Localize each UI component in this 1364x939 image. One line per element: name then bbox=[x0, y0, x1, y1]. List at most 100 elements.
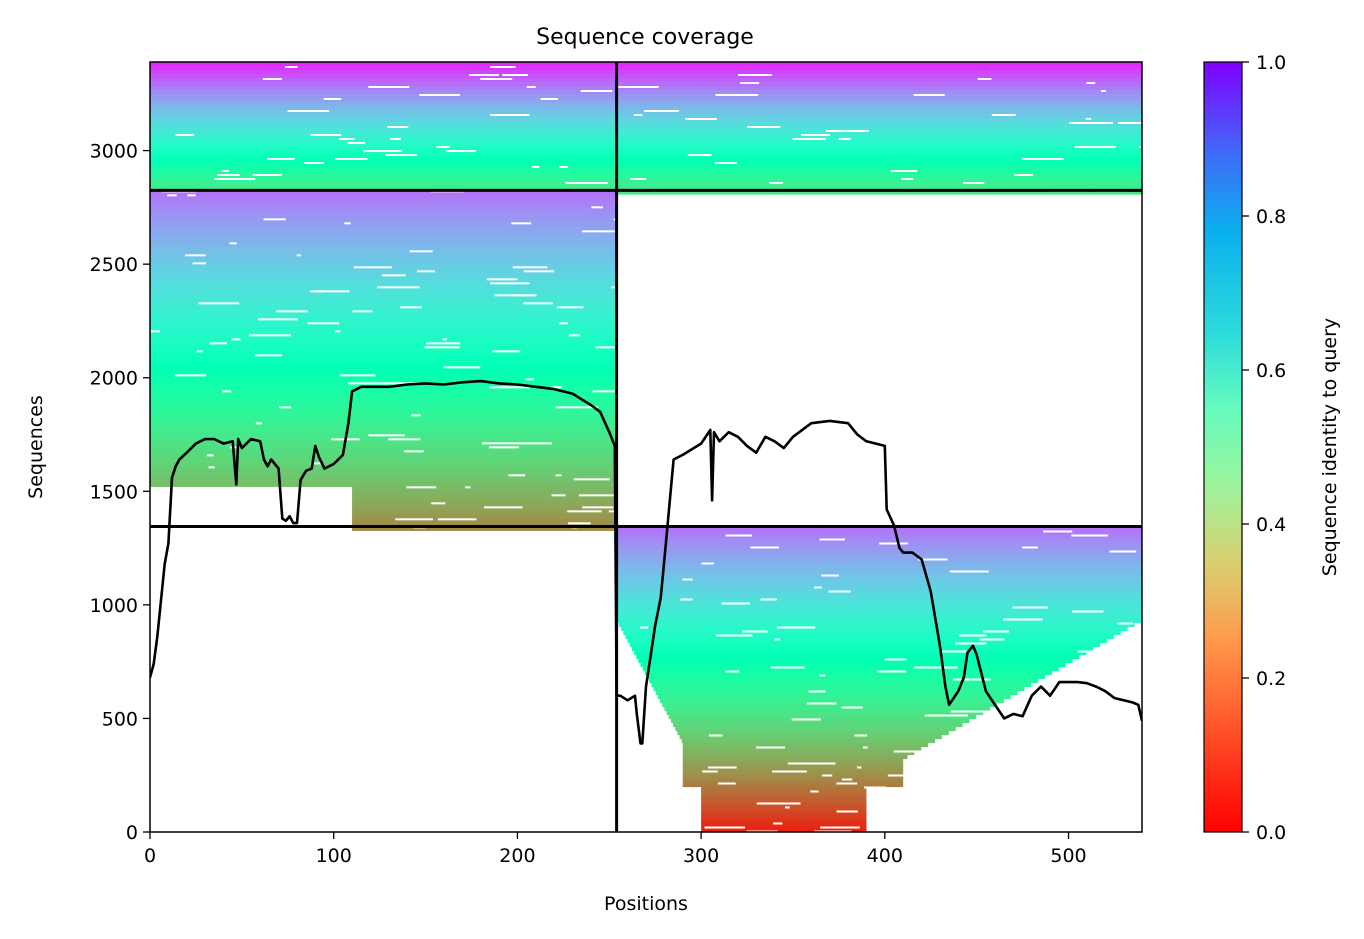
msa-row bbox=[616, 526, 1142, 532]
msa-gap bbox=[1101, 90, 1106, 92]
msa-gap bbox=[254, 354, 283, 357]
msa-row bbox=[682, 762, 904, 768]
msa-gap bbox=[368, 434, 405, 437]
msa-gap bbox=[801, 134, 831, 136]
y-tick-label: 2000 bbox=[90, 368, 138, 390]
msa-row bbox=[150, 414, 617, 419]
msa-row bbox=[616, 606, 1142, 612]
msa-row bbox=[150, 430, 617, 435]
y-tick-label: 500 bbox=[102, 708, 138, 730]
msa-row bbox=[150, 98, 617, 103]
msa-gap bbox=[941, 650, 969, 653]
msa-gap bbox=[633, 114, 643, 116]
msa-gap bbox=[532, 166, 540, 168]
msa-gap bbox=[267, 158, 295, 160]
msa-gap bbox=[1138, 146, 1142, 148]
msa-row bbox=[150, 286, 617, 291]
msa-gap bbox=[979, 638, 1005, 641]
msa-gap bbox=[196, 350, 203, 353]
msa-gap bbox=[592, 390, 635, 393]
msa-gap bbox=[387, 126, 409, 128]
msa-row bbox=[701, 830, 867, 832]
msa-gap bbox=[483, 506, 523, 509]
msa-gap bbox=[388, 438, 421, 441]
msa-gap bbox=[437, 518, 477, 521]
msa-row bbox=[150, 178, 617, 183]
colorbar-ticks: 0.0 0.2 0.4 0.6 0.8 1.0 bbox=[1242, 52, 1286, 844]
msa-gap bbox=[352, 310, 373, 313]
msa-row bbox=[682, 770, 904, 776]
msa-row bbox=[660, 698, 1004, 704]
msa-row bbox=[150, 446, 617, 451]
msa-row bbox=[150, 230, 617, 235]
msa-row bbox=[625, 634, 1114, 640]
msa-row bbox=[701, 810, 867, 816]
msa-gap bbox=[436, 146, 450, 148]
msa-gap bbox=[252, 174, 282, 176]
msa-gap bbox=[814, 586, 822, 589]
msa-row bbox=[150, 206, 617, 211]
msa-gap bbox=[952, 678, 991, 681]
msa-row bbox=[682, 758, 904, 764]
msa-row bbox=[150, 70, 617, 75]
msa-row bbox=[627, 638, 1108, 644]
msa-gap bbox=[774, 638, 780, 641]
msa-row bbox=[616, 142, 1142, 147]
msa-gap bbox=[214, 178, 256, 180]
msa-row bbox=[150, 318, 617, 323]
coverage-line bbox=[150, 379, 1142, 745]
msa-gap bbox=[490, 114, 530, 116]
msa-gap bbox=[523, 270, 555, 273]
msa-row bbox=[150, 450, 617, 455]
msa-row bbox=[150, 478, 617, 483]
msa-row bbox=[616, 174, 1142, 179]
msa-gap bbox=[841, 778, 853, 781]
msa-row bbox=[352, 498, 617, 503]
msa-row bbox=[150, 382, 617, 387]
msa-gap bbox=[1109, 550, 1137, 553]
msa-row bbox=[150, 254, 617, 259]
msa-row bbox=[616, 534, 1142, 540]
msa-gap bbox=[903, 750, 911, 753]
msa-gap bbox=[630, 178, 647, 180]
msa-gap bbox=[836, 782, 858, 785]
msa-row bbox=[616, 82, 1142, 87]
msa-gap bbox=[857, 766, 862, 769]
msa-gap bbox=[494, 294, 537, 297]
msa-row bbox=[150, 198, 617, 203]
msa-gap bbox=[465, 486, 471, 489]
msa-row bbox=[150, 306, 617, 311]
msa-gap bbox=[747, 126, 781, 128]
msa-row bbox=[150, 334, 617, 339]
msa-gap bbox=[310, 462, 323, 465]
x-tick-label: 400 bbox=[867, 845, 903, 867]
msa-row bbox=[150, 110, 617, 115]
msa-gap bbox=[262, 78, 282, 80]
msa-gap bbox=[523, 302, 553, 305]
msa-row bbox=[352, 518, 617, 523]
msa-gap bbox=[890, 170, 918, 172]
msa-gap bbox=[581, 230, 607, 233]
msa-row bbox=[657, 694, 1011, 700]
msa-gap bbox=[383, 382, 421, 385]
y-axis-label: Sequences bbox=[25, 395, 47, 499]
msa-row bbox=[150, 154, 617, 159]
msa-row bbox=[150, 214, 617, 219]
msa-row bbox=[682, 766, 904, 772]
msa-gap bbox=[785, 806, 790, 809]
msa-gap bbox=[838, 138, 851, 140]
msa-gap bbox=[255, 422, 263, 425]
msa-row bbox=[150, 94, 617, 99]
msa-row bbox=[616, 594, 1142, 600]
msa-gap bbox=[819, 538, 845, 541]
msa-row bbox=[150, 266, 617, 271]
msa-row bbox=[150, 358, 617, 363]
msa-row bbox=[616, 134, 1142, 139]
msa-gap bbox=[221, 170, 229, 172]
msa-gap bbox=[769, 182, 783, 184]
msa-row bbox=[150, 422, 617, 427]
msa-row bbox=[616, 586, 1142, 592]
msa-gap bbox=[704, 826, 746, 829]
msa-row bbox=[634, 650, 1087, 656]
msa-gap bbox=[776, 626, 816, 629]
